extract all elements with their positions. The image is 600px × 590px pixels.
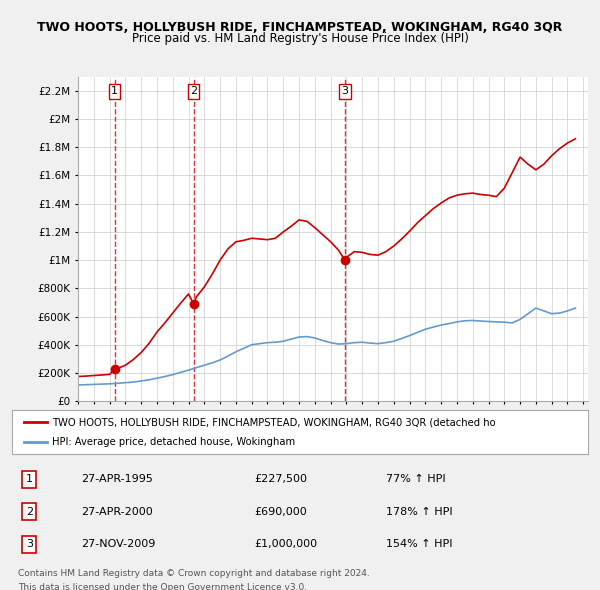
Text: HPI: Average price, detached house, Wokingham: HPI: Average price, detached house, Woki…: [52, 437, 295, 447]
Text: 27-NOV-2009: 27-NOV-2009: [81, 539, 155, 549]
Text: 77% ↑ HPI: 77% ↑ HPI: [386, 474, 446, 484]
Text: 27-APR-2000: 27-APR-2000: [81, 507, 153, 517]
Text: 178% ↑ HPI: 178% ↑ HPI: [386, 507, 453, 517]
Text: £227,500: £227,500: [254, 474, 307, 484]
Text: Price paid vs. HM Land Registry's House Price Index (HPI): Price paid vs. HM Land Registry's House …: [131, 32, 469, 45]
Text: 154% ↑ HPI: 154% ↑ HPI: [386, 539, 453, 549]
Text: 1: 1: [26, 474, 33, 484]
Text: £690,000: £690,000: [254, 507, 307, 517]
Text: This data is licensed under the Open Government Licence v3.0.: This data is licensed under the Open Gov…: [18, 583, 307, 590]
Text: 1: 1: [111, 86, 118, 96]
Text: Contains HM Land Registry data © Crown copyright and database right 2024.: Contains HM Land Registry data © Crown c…: [18, 569, 370, 578]
Text: 2: 2: [190, 86, 197, 96]
Text: 3: 3: [341, 86, 349, 96]
Text: TWO HOOTS, HOLLYBUSH RIDE, FINCHAMPSTEAD, WOKINGHAM, RG40 3QR: TWO HOOTS, HOLLYBUSH RIDE, FINCHAMPSTEAD…: [37, 21, 563, 34]
Text: 3: 3: [26, 539, 33, 549]
Text: TWO HOOTS, HOLLYBUSH RIDE, FINCHAMPSTEAD, WOKINGHAM, RG40 3QR (detached ho: TWO HOOTS, HOLLYBUSH RIDE, FINCHAMPSTEAD…: [52, 418, 496, 427]
Text: £1,000,000: £1,000,000: [254, 539, 317, 549]
Text: 2: 2: [26, 507, 33, 517]
Text: 27-APR-1995: 27-APR-1995: [81, 474, 153, 484]
